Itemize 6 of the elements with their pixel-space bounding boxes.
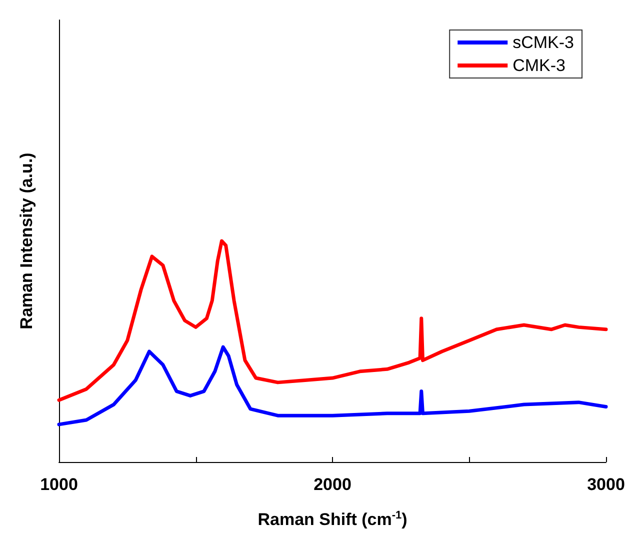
x-tick-label: 1000 [40, 475, 78, 494]
x-tick-label: 3000 [587, 475, 625, 494]
x-tick-label: 2000 [314, 475, 352, 494]
legend-label: sCMK-3 [512, 33, 574, 52]
y-axis-title: Raman Intensity (a.u.) [17, 152, 36, 330]
legend-label: CMK-3 [512, 56, 566, 75]
